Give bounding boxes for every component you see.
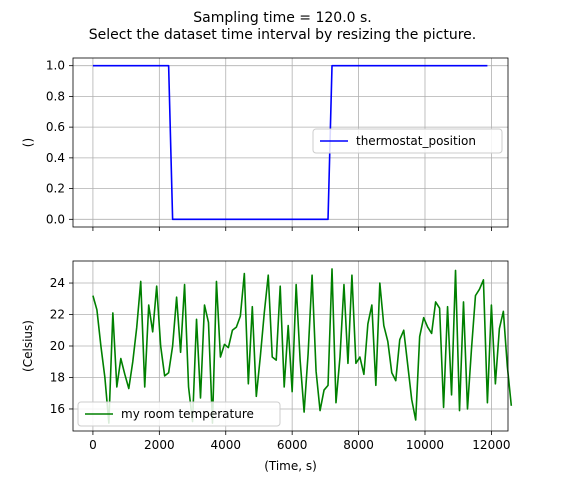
series-line-thermostat_position (92, 64, 488, 221)
legend-label: thermostat_position (356, 134, 476, 148)
y-tick-label: 0.6 (46, 120, 65, 134)
x-tick-label: 6000 (277, 438, 308, 452)
legend: my room temperature (77, 401, 281, 427)
legend: thermostat_position (312, 128, 503, 154)
y-tick-label: 0.8 (46, 89, 65, 103)
series-line-my-room-temperature (92, 268, 513, 424)
x-tick-label: 4000 (210, 438, 241, 452)
top-subplot: 0.0 0.2 0.4 0.6 0.8 1.0 () thermostat_position (21, 57, 509, 231)
bottom-subplot: 0 2000 4000 6000 8000 10000 12000 16 18 20 22 24 (Ce… (21, 260, 513, 473)
x-axis-label: (Time, s) (264, 459, 317, 473)
x-tick-label: 8000 (343, 438, 374, 452)
y-axis-label: () (21, 138, 35, 147)
legend-label: my room temperature (121, 407, 254, 421)
figure-title: Sampling time = 120.0 s. Select the data… (89, 10, 476, 43)
x-tick-label: 2000 (144, 438, 175, 452)
x-tick-label: 10000 (406, 438, 444, 452)
y-tick-label: 0.0 (46, 212, 65, 226)
y-tick-label: 0.2 (46, 182, 65, 196)
x-tick-label: 12000 (472, 438, 510, 452)
y-tick-label: 18 (50, 370, 65, 384)
x-tick-label: 0 (89, 438, 97, 452)
y-tick-label: 1.0 (46, 59, 65, 73)
y-tick-label: 24 (50, 276, 65, 290)
y-tick-label: 0.4 (46, 151, 65, 165)
legend-box (77, 401, 281, 427)
axes-frame (72, 57, 509, 228)
y-tick-label: 22 (50, 308, 65, 322)
title-line-2: Select the dataset time interval by resi… (89, 27, 476, 43)
y-tick-label: 20 (50, 339, 65, 353)
legend-box (312, 128, 503, 154)
y-axis-label: (Celsius) (21, 320, 35, 372)
y-tick-label: 16 (50, 402, 65, 416)
title-line-1: Sampling time = 120.0 s. (193, 10, 372, 26)
